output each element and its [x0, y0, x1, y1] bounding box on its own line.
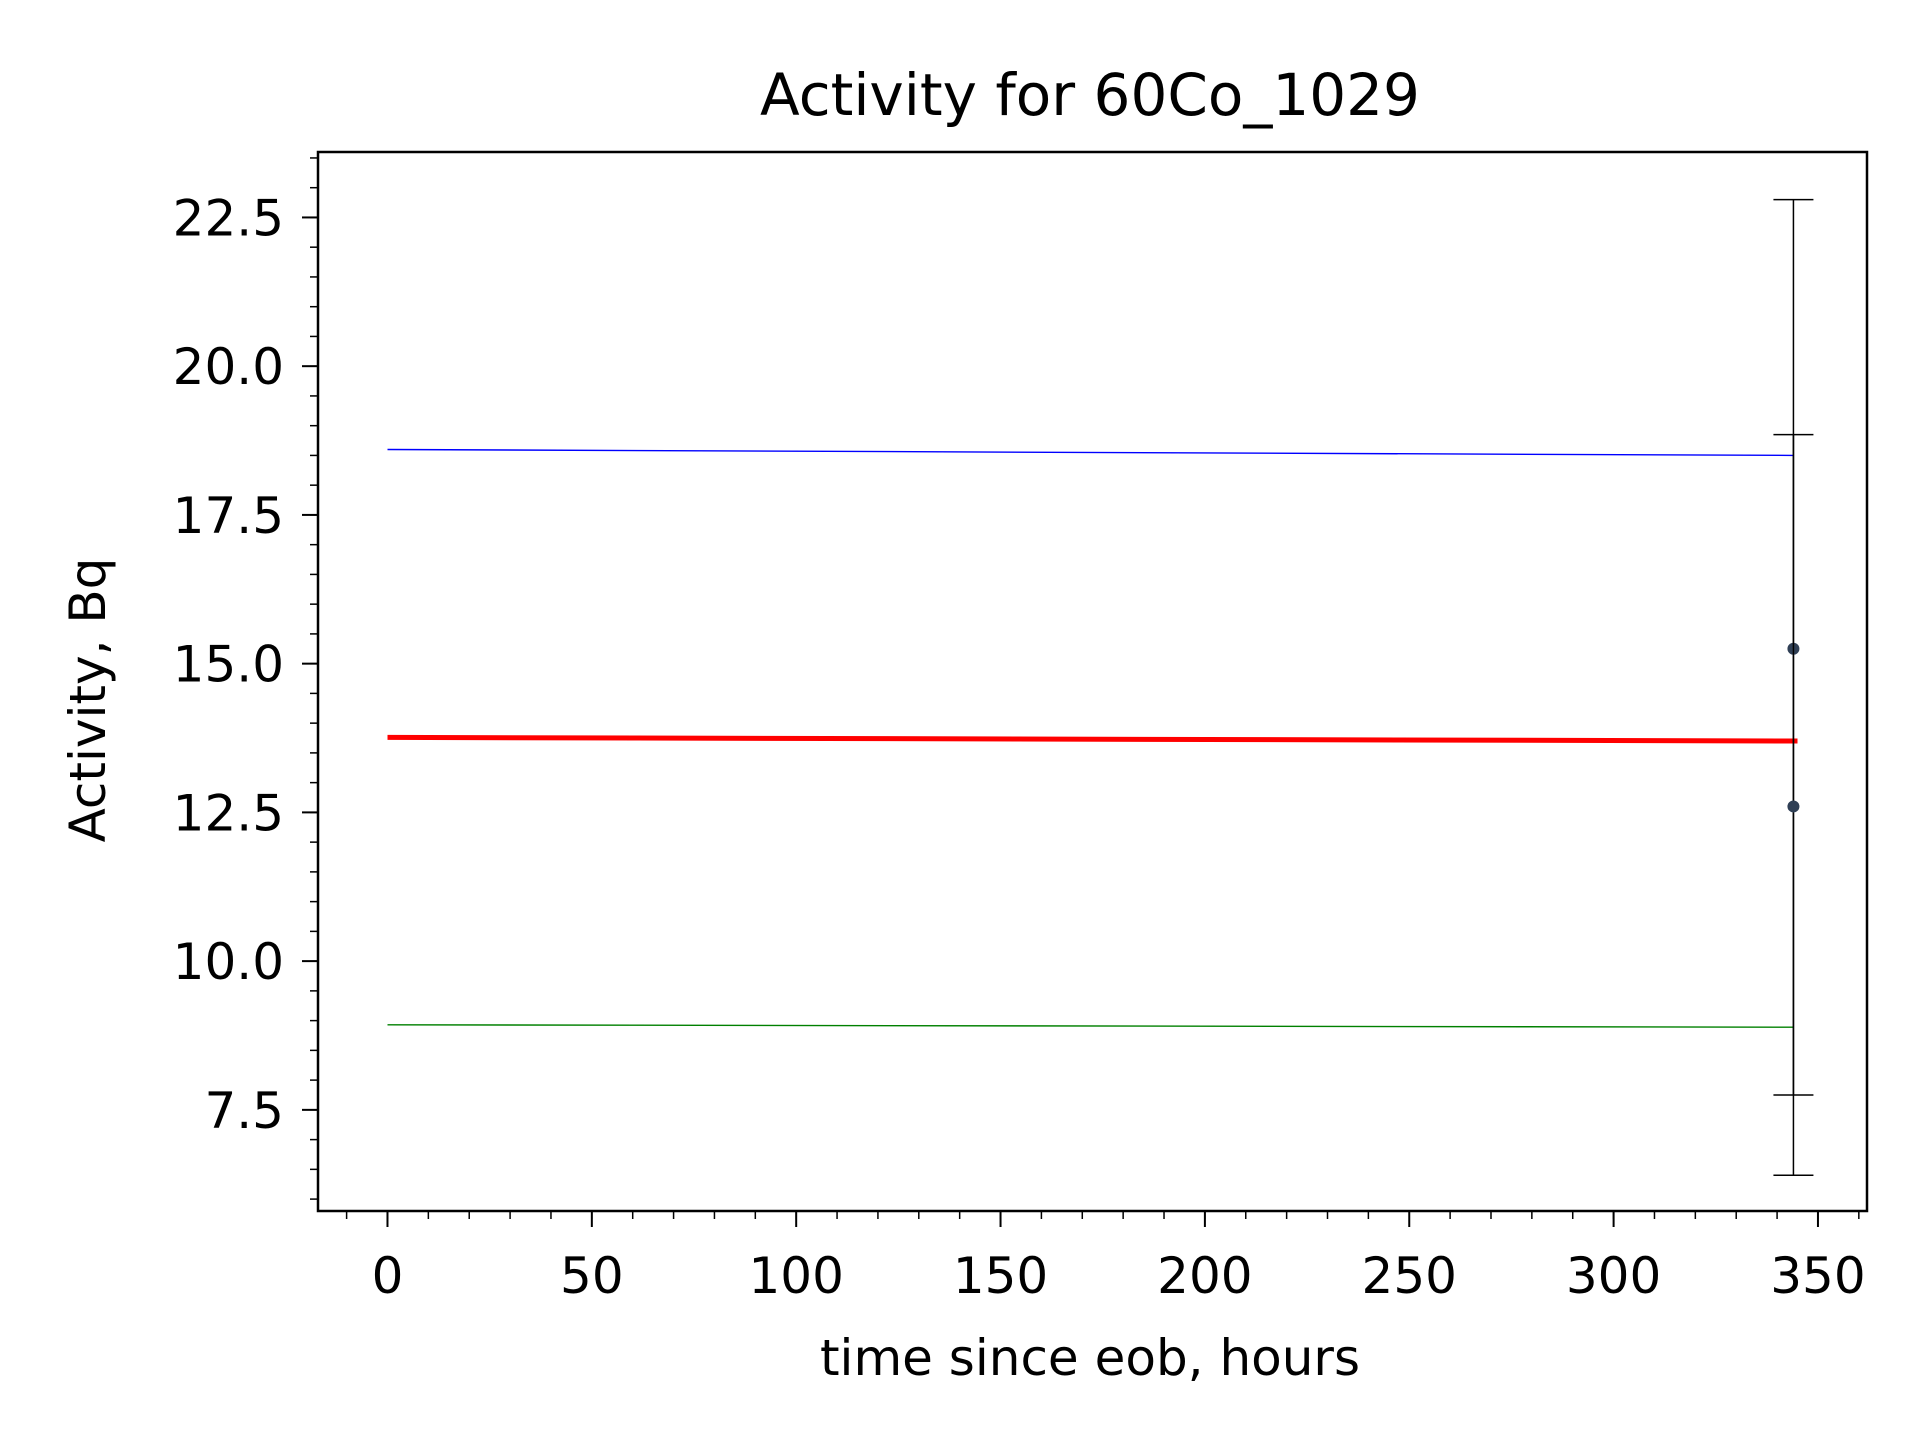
y-tick-label: 7.5	[204, 1082, 284, 1140]
x-tick-label: 250	[1362, 1247, 1457, 1305]
series-line-1	[387, 734, 1798, 744]
y-axis-label: Activity, Bq	[59, 558, 117, 843]
y-tick-label: 15.0	[173, 636, 284, 694]
x-tick-label: 200	[1157, 1247, 1252, 1305]
y-tick-label: 12.5	[173, 784, 284, 842]
series-line-2	[387, 1024, 1794, 1028]
chart-title: Activity for 60Co_1029	[760, 61, 1420, 129]
x-axis-label: time since eob, hours	[820, 1329, 1360, 1387]
plot-frame	[316, 150, 1869, 1213]
y-tick-label: 17.5	[173, 487, 284, 545]
data-point-1	[1787, 800, 1800, 813]
y-tick-label: 22.5	[173, 189, 284, 247]
x-tick-label: 300	[1566, 1247, 1661, 1305]
y-tick-label: 20.0	[173, 338, 284, 396]
x-tick-label: 0	[372, 1247, 404, 1305]
plot-area	[387, 198, 1814, 1177]
x-tick-label: 100	[748, 1247, 843, 1305]
x-tick-label: 50	[560, 1247, 624, 1305]
x-tick-label: 350	[1770, 1247, 1865, 1305]
y-tick-label: 10.0	[173, 933, 284, 991]
x-tick-label: 150	[953, 1247, 1048, 1305]
series-line-0	[387, 448, 1794, 457]
axes: 0 50 100 150 200 250 300 350 7.5 10.0 12.5 15.0 17.5…	[173, 150, 1869, 1305]
